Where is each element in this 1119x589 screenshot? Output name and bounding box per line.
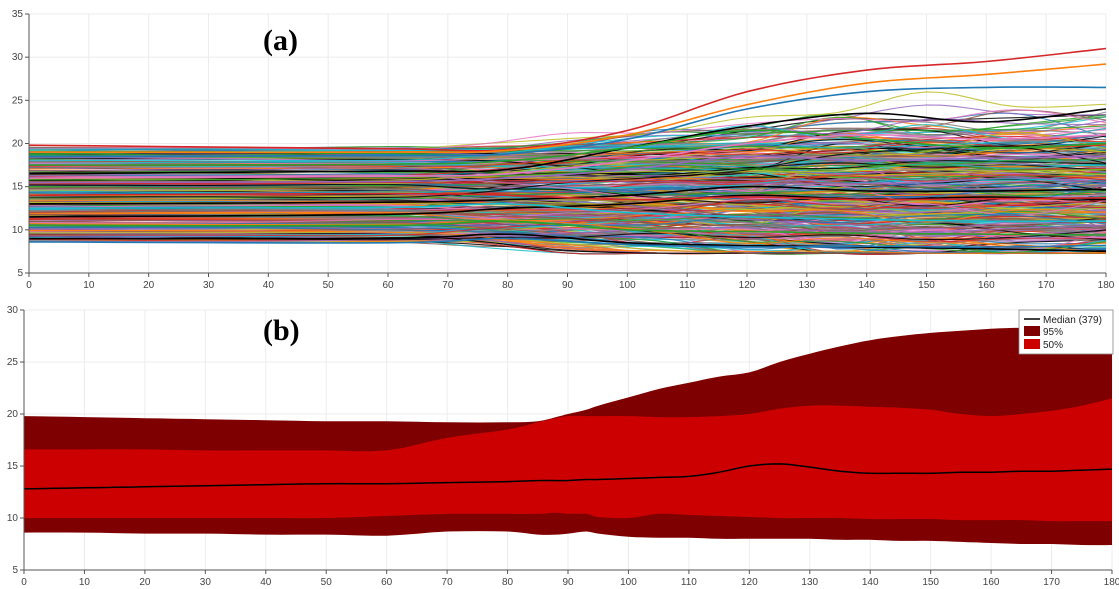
ensemble-member-line xyxy=(29,174,1107,185)
ensemble-member-line xyxy=(28,211,1107,254)
x-tick-label: 150 xyxy=(918,280,935,291)
ensemble-member-line xyxy=(28,181,1107,195)
legend-95-swatch xyxy=(1024,326,1040,336)
ensemble-member-line xyxy=(28,160,1107,182)
x-tick-label: 170 xyxy=(1043,577,1060,588)
x-tick-label: 10 xyxy=(83,280,95,291)
x-tick-label: 110 xyxy=(679,280,695,291)
ensemble-member-line xyxy=(28,145,1107,199)
ensemble-member-line xyxy=(28,142,1107,196)
x-tick-label: 180 xyxy=(1098,280,1115,291)
series-line xyxy=(28,133,1107,179)
chart-a-panel-label: (a) xyxy=(263,24,298,57)
ensemble-member-line xyxy=(28,213,1107,228)
ensemble-member-line xyxy=(29,158,1107,181)
ensemble-member-line xyxy=(28,157,1107,192)
x-tick-label: 90 xyxy=(562,280,574,291)
y-tick-label: 5 xyxy=(12,565,18,576)
x-tick-label: 160 xyxy=(978,280,995,291)
x-tick-label: 50 xyxy=(321,577,333,588)
legend-50-swatch xyxy=(1024,339,1040,349)
ensemble-member-line xyxy=(28,180,1107,189)
series-line xyxy=(28,185,1107,205)
y-tick-label: 20 xyxy=(12,139,24,150)
y-tick-label: 20 xyxy=(7,409,19,420)
ensemble-band-chart: 0 10 20 30 40 50 60 70 80 90 100 110 120 130 140 150 160… xyxy=(7,305,1119,588)
x-tick-label: 180 xyxy=(1104,577,1119,588)
y-tick-label: 15 xyxy=(7,461,19,472)
series-line xyxy=(29,86,1106,158)
x-tick-label: 170 xyxy=(1038,280,1055,291)
x-tick-label: 100 xyxy=(619,280,636,291)
x-tick-label: 20 xyxy=(143,280,155,291)
x-tick-label: 140 xyxy=(862,577,879,588)
x-tick-label: 110 xyxy=(681,577,697,588)
x-tick-label: 150 xyxy=(922,577,939,588)
chart-a-series-lines xyxy=(28,47,1107,255)
x-tick-label: 80 xyxy=(502,577,514,588)
x-tick-label: 0 xyxy=(21,577,27,588)
series-line xyxy=(29,233,1107,253)
x-tick-label: 10 xyxy=(79,577,91,588)
legend-median-label: Median (379) xyxy=(1043,315,1102,326)
x-tick-label: 50 xyxy=(323,280,335,291)
chart-b-axes: 0 10 20 30 40 50 60 70 80 90 100 110 120 130 140 150 160… xyxy=(7,305,1119,588)
x-tick-label: 70 xyxy=(442,280,454,291)
ensemble-member-line xyxy=(28,197,1107,224)
x-tick-label: 30 xyxy=(203,280,215,291)
x-tick-label: 80 xyxy=(502,280,514,291)
y-tick-label: 10 xyxy=(7,513,19,524)
y-tick-label: 25 xyxy=(12,95,24,106)
ensemble-member-line xyxy=(28,208,1107,235)
series-line xyxy=(28,155,1107,184)
y-tick-label: 25 xyxy=(7,357,19,368)
x-tick-label: 60 xyxy=(382,280,394,291)
series-line xyxy=(28,192,1106,201)
x-tick-label: 40 xyxy=(260,577,272,588)
x-tick-label: 120 xyxy=(739,280,756,291)
band-50-area xyxy=(24,398,1112,522)
ensemble-member-line xyxy=(28,183,1107,207)
x-tick-label: 130 xyxy=(801,577,818,588)
y-tick-label: 30 xyxy=(12,52,24,63)
ensemble-member-line xyxy=(29,152,1107,179)
x-tick-label: 120 xyxy=(741,577,758,588)
series-line xyxy=(28,202,1106,223)
legend-50-label: 50% xyxy=(1043,340,1063,351)
ensemble-member-line xyxy=(28,224,1107,243)
series-line xyxy=(28,129,1107,166)
ensemble-member-line xyxy=(28,212,1107,225)
x-tick-label: 20 xyxy=(139,577,151,588)
chart-b-panel-label: (b) xyxy=(263,314,300,347)
x-tick-label: 100 xyxy=(620,577,637,588)
series-line xyxy=(29,220,1106,236)
x-tick-label: 0 xyxy=(26,280,32,291)
y-tick-label: 15 xyxy=(12,182,24,193)
x-tick-label: 40 xyxy=(263,280,275,291)
x-tick-label: 70 xyxy=(442,577,454,588)
chart-b-legend: Median (379) 95% 50% xyxy=(1018,309,1114,355)
ensemble-member-line xyxy=(28,186,1107,200)
y-tick-label: 10 xyxy=(12,225,24,236)
series-line xyxy=(28,47,1107,152)
y-tick-label: 30 xyxy=(7,305,19,316)
ensemble-member-line xyxy=(29,229,1106,254)
y-tick-label: 35 xyxy=(12,9,24,20)
median-line xyxy=(23,463,1113,490)
x-tick-label: 130 xyxy=(798,280,815,291)
y-tick-label: 5 xyxy=(17,268,23,279)
x-tick-label: 140 xyxy=(858,280,875,291)
series-line xyxy=(28,108,1107,175)
ensemble-spaghetti-chart: 0 10 20 30 40 50 60 70 80 90 100 110 120 130 140 150 160… xyxy=(12,9,1115,291)
series-line xyxy=(28,237,1107,248)
legend-95-label: 95% xyxy=(1043,327,1063,338)
x-tick-label: 160 xyxy=(983,577,1000,588)
x-tick-label: 30 xyxy=(200,577,212,588)
chart-a-axes: 0 10 20 30 40 50 60 70 80 90 100 110 120 130 140 150 160… xyxy=(12,9,1115,291)
ensemble-member-line xyxy=(28,141,1107,151)
series-line xyxy=(29,63,1107,154)
x-tick-label: 60 xyxy=(381,577,393,588)
chart-b-bands xyxy=(23,325,1113,546)
x-tick-label: 90 xyxy=(562,577,574,588)
